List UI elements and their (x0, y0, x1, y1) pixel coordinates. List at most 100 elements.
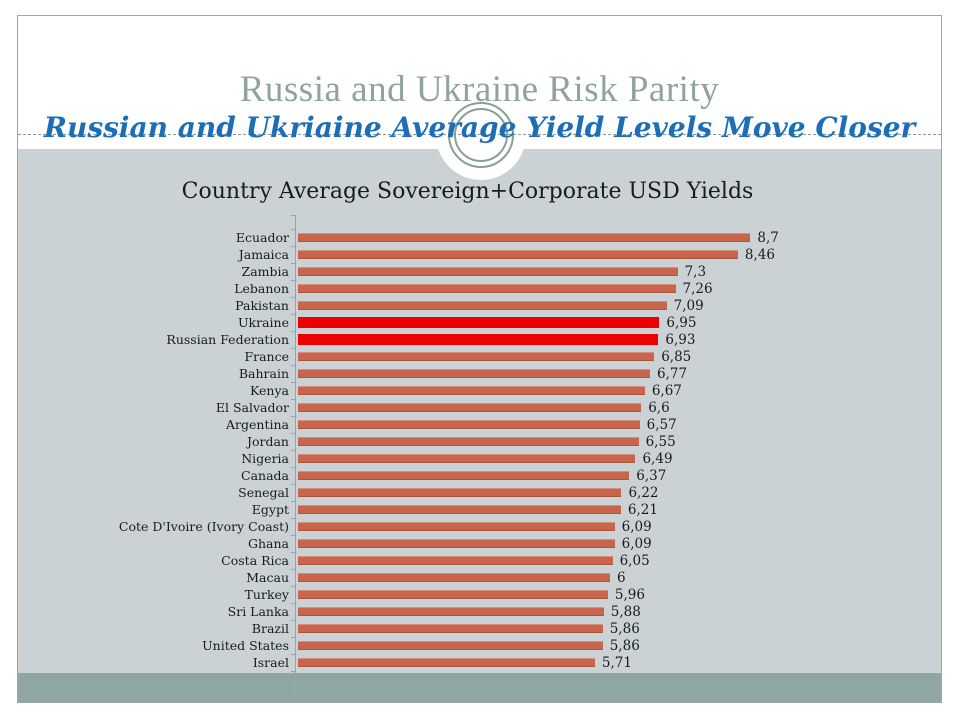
bar-area: 6,09 (294, 519, 941, 535)
chart-row: Russian Federation 6,93 (18, 331, 941, 348)
axis-tick (291, 552, 295, 553)
value-label: 6,93 (665, 331, 696, 348)
footer-band (18, 673, 941, 702)
bar-area: 5,71 (294, 655, 941, 671)
bar (298, 386, 645, 395)
value-label: 8,7 (757, 229, 779, 246)
axis-tick (291, 399, 295, 400)
bar-area: 5,86 (294, 621, 941, 637)
category-label: France (244, 349, 289, 364)
bar (298, 233, 751, 242)
value-label: 6,09 (621, 518, 652, 535)
axis-tick (291, 450, 295, 451)
value-label: 7,3 (684, 263, 707, 280)
axis-tick (291, 637, 295, 638)
chart-rows: Ecuador 8,7 Jamaica 8,46 Zambia 7,3 Lebanon 7,2… (18, 229, 941, 671)
axis-tick (291, 365, 295, 366)
highlighted-bar (298, 317, 660, 328)
category-label: Nigeria (241, 451, 289, 466)
bar-area: 6,37 (294, 468, 941, 484)
chart-row: Costa Rica 6,05 (18, 552, 941, 569)
axis-tick (291, 586, 295, 587)
bar-area: 6,09 (294, 536, 941, 552)
axis-tick (291, 654, 295, 655)
category-label: Pakistan (235, 298, 289, 313)
bar (298, 267, 678, 276)
bar (298, 573, 610, 582)
circle-ornament-icon (448, 102, 514, 168)
bar (298, 369, 651, 378)
axis-tick (291, 535, 295, 536)
category-label: Canada (241, 468, 289, 483)
bar (298, 488, 622, 497)
category-label: Zambia (241, 264, 289, 279)
chart-row: Jamaica 8,46 (18, 246, 941, 263)
bar-area: 6,55 (294, 434, 941, 450)
category-label: Lebanon (234, 281, 289, 296)
axis-tick (291, 297, 295, 298)
value-label: 5,86 (609, 620, 640, 637)
chart-row: El Salvador 6,6 (18, 399, 941, 416)
category-label: Sri Lanka (227, 604, 289, 619)
value-label: 6,67 (651, 382, 682, 399)
bar-area: 5,86 (294, 638, 941, 654)
value-label: 6,77 (657, 365, 688, 382)
bar (298, 658, 595, 667)
axis-tick (291, 215, 295, 216)
category-label: Argentina (226, 417, 289, 432)
chart-row: France 6,85 (18, 348, 941, 365)
axis-tick (291, 280, 295, 281)
chart-row: Pakistan 7,09 (18, 297, 941, 314)
value-label: 5,71 (601, 654, 632, 671)
bar (298, 352, 655, 361)
bar (298, 420, 640, 429)
category-label: Cote D'Ivoire (Ivory Coast) (118, 519, 289, 534)
bar-area: 6,77 (294, 366, 941, 382)
chart-row: Egypt 6,21 (18, 501, 941, 518)
category-label: Senegal (238, 485, 289, 500)
chart-row: Macau 6 (18, 569, 941, 586)
chart-row: Cote D'Ivoire (Ivory Coast) 6,09 (18, 518, 941, 535)
chart-row: United States 5,86 (18, 637, 941, 654)
chart-row: Ecuador 8,7 (18, 229, 941, 246)
axis-tick (291, 314, 295, 315)
axis-tick (291, 246, 295, 247)
bar-area: 8,7 (294, 230, 941, 246)
value-label: 6,57 (646, 416, 677, 433)
category-label: Macau (246, 570, 289, 585)
bar (298, 539, 615, 548)
category-label: Israel (252, 655, 289, 670)
axis-tick (291, 348, 295, 349)
axis-tick (291, 569, 295, 570)
bar (298, 403, 642, 412)
value-label: 6 (617, 569, 626, 586)
category-label: Brazil (251, 621, 289, 636)
chart-row: Lebanon 7,26 (18, 280, 941, 297)
chart-row: Canada 6,37 (18, 467, 941, 484)
value-label: 6,95 (666, 314, 697, 331)
category-label: Costa Rica (221, 553, 289, 568)
category-label: El Salvador (215, 400, 289, 415)
chart-row: Argentina 6,57 (18, 416, 941, 433)
chart-row: Ghana 6,09 (18, 535, 941, 552)
axis-tick (291, 229, 295, 230)
value-label: 6,37 (636, 467, 667, 484)
category-label: Ghana (248, 536, 289, 551)
category-axis-line (291, 215, 296, 701)
bar (298, 505, 621, 514)
axis-tick (291, 501, 295, 502)
category-label: Ecuador (235, 230, 289, 245)
axis-tick (291, 467, 295, 468)
bar-area: 6,22 (294, 485, 941, 501)
slide-title: Russia and Ukraine Risk Parity (239, 69, 720, 110)
bar-area: 6,6 (294, 400, 941, 416)
bar (298, 590, 608, 599)
chart-row: Ukraine 6,95 (18, 314, 941, 331)
axis-tick (291, 671, 295, 672)
bar (298, 624, 603, 633)
axis-tick (291, 331, 295, 332)
category-label: Russian Federation (166, 332, 289, 347)
bar (298, 454, 636, 463)
chart-row: Israel 5,71 (18, 654, 941, 671)
highlighted-bar (298, 334, 659, 345)
